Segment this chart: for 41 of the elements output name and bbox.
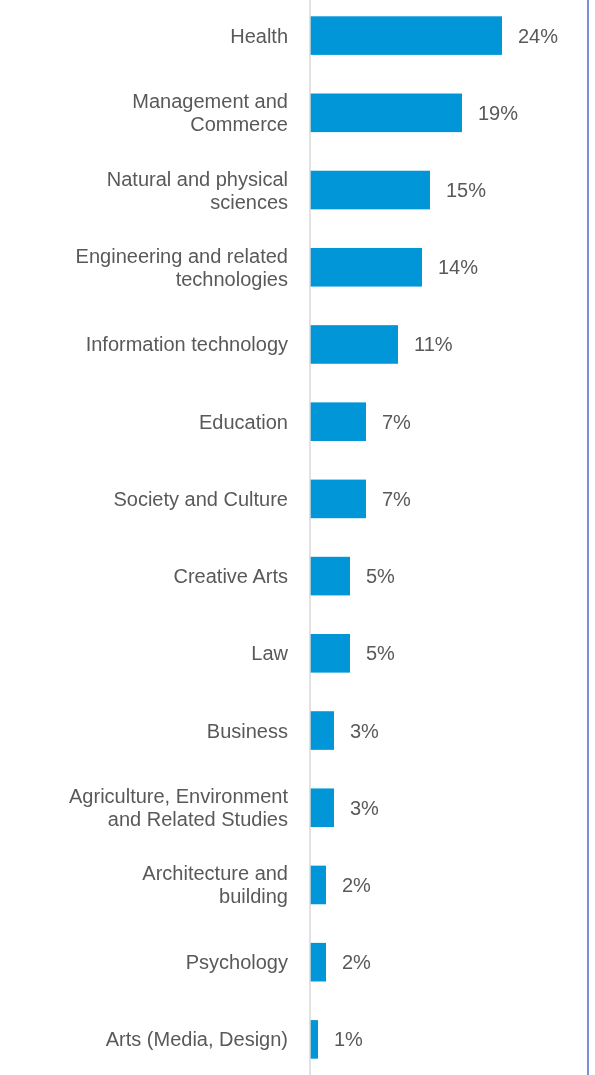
data-label: 2% [342,951,372,974]
bar [310,711,334,750]
data-label: 5% [366,642,396,665]
y-tick-label: Engineering and related technologies [75,244,288,290]
data-label: 3% [350,796,380,819]
y-tick-label: Business [206,719,288,742]
data-label: 15% [446,179,487,202]
y-tick-label: Agriculture, Environment and Related Studies [69,785,289,831]
bar [310,556,350,596]
data-label: 1% [334,1028,364,1051]
data-label: 3% [350,719,380,742]
y-tick-label: Law [251,642,289,665]
y-tick-label: Society and Culture [113,487,288,510]
data-label: 19% [478,101,519,124]
data-label: 11% [414,333,453,356]
bar [310,247,422,287]
y-tick-label: Architecture and building [142,862,288,908]
bar [310,788,334,828]
bar [310,634,350,673]
data-label: 7% [382,410,412,433]
bar [310,865,326,905]
bar [310,479,366,519]
bar [310,325,398,364]
y-tick-label: Natural and physical sciences [106,167,288,213]
data-label: 14% [438,256,479,279]
data-label: 24% [518,24,559,47]
data-label: 2% [342,873,372,896]
bar [310,16,502,55]
y-tick-label: Creative Arts [173,565,288,588]
y-tick-label: Information technology [85,333,288,356]
bar [310,402,366,441]
bar [310,93,462,133]
y-tick-label: Management and Commerce [132,90,288,136]
data-label: 5% [366,565,396,588]
data-label: 7% [382,487,412,510]
y-tick-label: Psychology [185,951,288,974]
bar [310,170,430,210]
y-tick-label: Arts (Media, Design) [105,1028,288,1051]
y-tick-label: Education [199,410,288,433]
y-tick-label: Health [230,24,288,47]
bar [310,942,326,982]
